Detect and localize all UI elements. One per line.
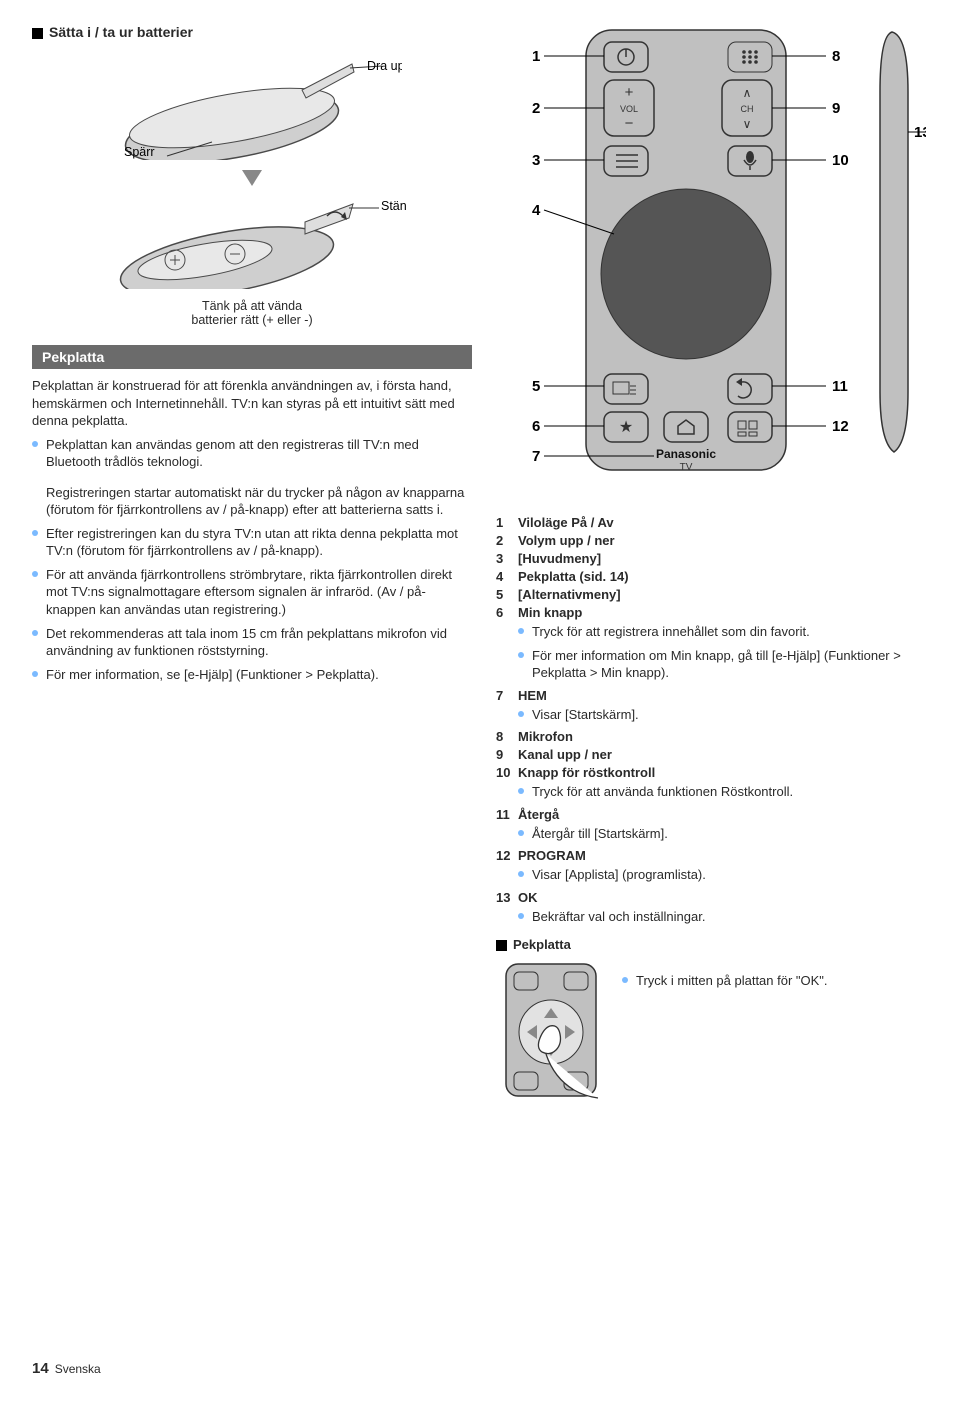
remote-diagram: + VOL − ∧ CH ∨	[496, 24, 940, 507]
remote-legend: 1Viloläge På / Av 2Volym upp / ner 3[Huv…	[496, 515, 940, 925]
pekplatta-subheading: Pekplatta	[496, 937, 940, 952]
bullet-1-sub: Registreringen startar automatiskt när d…	[46, 484, 472, 519]
pekplatta-press-text: Tryck i mitten på plattan för "OK".	[622, 972, 828, 990]
svg-text:5: 5	[532, 378, 540, 395]
svg-text:7: 7	[532, 448, 540, 465]
bullet-4: Det rekommenderas att tala inom 15 cm fr…	[32, 625, 472, 660]
touchpad-press-illus	[496, 960, 606, 1100]
svg-text:+: +	[625, 84, 634, 101]
svg-text:2: 2	[532, 100, 540, 117]
svg-text:6: 6	[532, 418, 540, 435]
svg-text:4: 4	[532, 202, 541, 219]
battery-note: Tänk på att vända batterier rätt (+ elle…	[32, 299, 472, 327]
page-footer: 14Svenska	[32, 1360, 940, 1377]
svg-text:−: −	[625, 115, 634, 132]
square-bullet-icon	[32, 28, 43, 39]
label-draupp: Dra upp	[367, 59, 402, 73]
svg-text:9: 9	[832, 100, 840, 117]
pekplatta-header: Pekplatta	[32, 345, 472, 369]
label-stang: Stäng	[381, 199, 407, 213]
svg-text:TV: TV	[680, 462, 693, 473]
bullet-3: För att använda fjärrkontrollens strömbr…	[32, 566, 472, 619]
bullet-1: Pekplattan kan användas genom att den re…	[32, 436, 472, 471]
battery-illus-open: Dra upp Spärr	[102, 50, 402, 160]
svg-text:12: 12	[832, 418, 849, 435]
bullet-2: Efter registreringen kan du styra TV:n u…	[32, 525, 472, 560]
battery-illus-close: Stäng	[97, 194, 407, 289]
svg-text:1: 1	[532, 48, 540, 65]
pekplatta-intro: Pekplattan är konstruerad för att förenk…	[32, 377, 472, 430]
bullet-5: För mer information, se [e-Hjälp] (Funkt…	[32, 666, 472, 684]
label-sparr: Spärr	[124, 145, 155, 159]
svg-text:10: 10	[832, 152, 849, 169]
svg-text:∧: ∧	[743, 86, 752, 100]
svg-text:∨: ∨	[743, 117, 752, 131]
svg-text:3: 3	[532, 152, 540, 169]
svg-text:★: ★	[619, 419, 633, 436]
svg-text:CH: CH	[741, 104, 754, 114]
heading-batteries: Sätta i / ta ur batterier	[32, 24, 472, 40]
arrow-down-icon	[242, 170, 262, 186]
svg-text:13: 13	[914, 124, 926, 141]
svg-text:Panasonic: Panasonic	[656, 447, 716, 461]
svg-text:VOL: VOL	[620, 104, 638, 114]
svg-text:11: 11	[832, 378, 848, 395]
svg-text:8: 8	[832, 48, 840, 65]
